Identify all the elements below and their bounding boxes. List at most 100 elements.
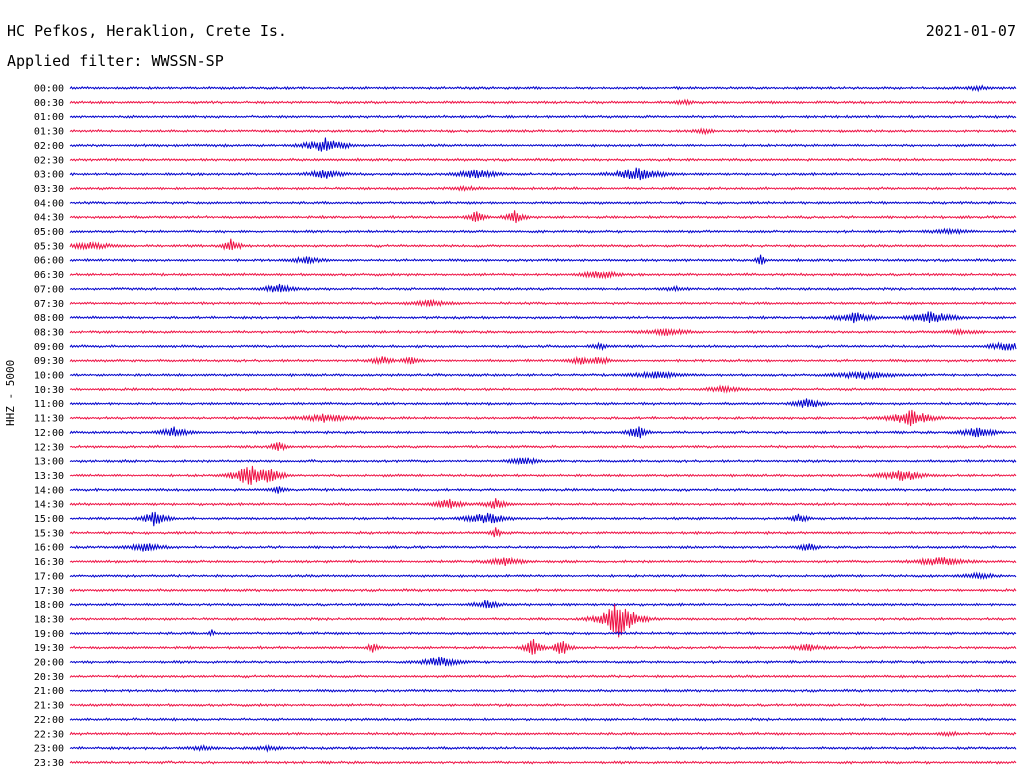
time-label: 22:00 (34, 715, 64, 726)
time-label: 23:00 (34, 744, 64, 755)
time-label: 09:30 (34, 356, 64, 367)
trace-line (69, 167, 1017, 181)
time-label: 04:00 (34, 198, 64, 209)
trace-line (69, 184, 1017, 192)
trace-line (69, 486, 1017, 494)
time-label: 07:30 (34, 299, 64, 310)
time-label: 06:30 (34, 270, 64, 281)
trace-line (69, 227, 1017, 236)
time-label: 03:00 (34, 170, 64, 181)
time-label: 10:30 (34, 385, 64, 396)
time-label: 14:30 (34, 500, 64, 511)
trace-line (69, 398, 1017, 408)
time-label: 17:30 (34, 586, 64, 597)
time-label: 00:30 (34, 98, 64, 109)
trace-line (69, 674, 1017, 679)
trace-line (69, 587, 1017, 593)
time-label: 20:30 (34, 672, 64, 683)
trace-line (69, 355, 1017, 366)
trace-line (69, 656, 1017, 667)
time-label: 11:00 (34, 399, 64, 410)
trace-line (69, 238, 1017, 251)
time-label: 00:00 (34, 84, 64, 95)
time-label: 22:30 (34, 729, 64, 740)
time-label: 04:30 (34, 213, 64, 224)
time-label: 01:30 (34, 127, 64, 138)
time-label: 15:00 (34, 514, 64, 525)
time-label: 12:30 (34, 442, 64, 453)
time-label: 13:30 (34, 471, 64, 482)
time-label: 20:00 (34, 658, 64, 669)
trace-line (69, 465, 1017, 485)
time-label: 02:30 (34, 155, 64, 166)
time-label: 09:00 (34, 342, 64, 353)
time-label: 21:30 (34, 701, 64, 712)
trace-line (69, 311, 1017, 324)
time-label: 12:00 (34, 428, 64, 439)
time-label: 13:00 (34, 457, 64, 468)
trace-line (69, 210, 1017, 224)
trace-line (69, 527, 1017, 538)
time-label: 08:30 (34, 327, 64, 338)
time-label: 05:30 (34, 241, 64, 252)
time-label: 19:30 (34, 643, 64, 654)
trace-line (69, 744, 1017, 753)
station-title: HC Pefkos, Heraklion, Crete Is. (7, 22, 287, 40)
time-label: 14:00 (34, 485, 64, 496)
trace-line (69, 442, 1017, 452)
trace-line (69, 98, 1017, 107)
trace-line (69, 127, 1017, 136)
trace-line (69, 639, 1017, 655)
time-label: 03:30 (34, 184, 64, 195)
time-label: 16:30 (34, 557, 64, 568)
trace-line (69, 341, 1017, 352)
trace-line (69, 114, 1017, 120)
trace-line (69, 270, 1017, 280)
trace-line (69, 571, 1017, 581)
trace-line (69, 688, 1017, 694)
trace-line (69, 200, 1017, 206)
trace-line (69, 370, 1017, 381)
trace-line (69, 384, 1017, 394)
time-label: 17:00 (34, 571, 64, 582)
record-date: 2021-01-07 (925, 22, 1016, 40)
trace-line (69, 730, 1017, 738)
time-label: 16:00 (34, 543, 64, 554)
time-label: 21:00 (34, 686, 64, 697)
trace-line (69, 702, 1017, 708)
trace-line (69, 157, 1017, 163)
trace-line (69, 604, 1017, 638)
time-label: 05:00 (34, 227, 64, 238)
filter-label: Applied filter: WWSSN-SP (7, 52, 224, 70)
trace-line (69, 599, 1017, 609)
time-label: 02:00 (34, 141, 64, 152)
trace-line (69, 498, 1017, 509)
trace-line (69, 760, 1017, 765)
time-label: 11:30 (34, 414, 64, 425)
trace-line (69, 456, 1017, 466)
trace-line (69, 298, 1017, 308)
time-label: 18:30 (34, 614, 64, 625)
time-label: 19:00 (34, 629, 64, 640)
trace-line (69, 717, 1017, 722)
time-label: 10:00 (34, 371, 64, 382)
time-label: 01:00 (34, 112, 64, 123)
trace-line (69, 84, 1017, 93)
time-label: 07:00 (34, 284, 64, 295)
time-label: 18:00 (34, 600, 64, 611)
trace-line (69, 137, 1017, 152)
trace-line (69, 327, 1017, 337)
time-label: 15:30 (34, 528, 64, 539)
time-label: 08:00 (34, 313, 64, 324)
trace-line (69, 542, 1017, 552)
time-label: 06:00 (34, 256, 64, 267)
trace-line (69, 511, 1017, 527)
trace-line (69, 629, 1017, 638)
time-label: 23:30 (34, 758, 64, 769)
trace-line (69, 556, 1017, 567)
trace-line (69, 283, 1017, 293)
trace-line (69, 254, 1017, 265)
trace-line (69, 426, 1017, 439)
